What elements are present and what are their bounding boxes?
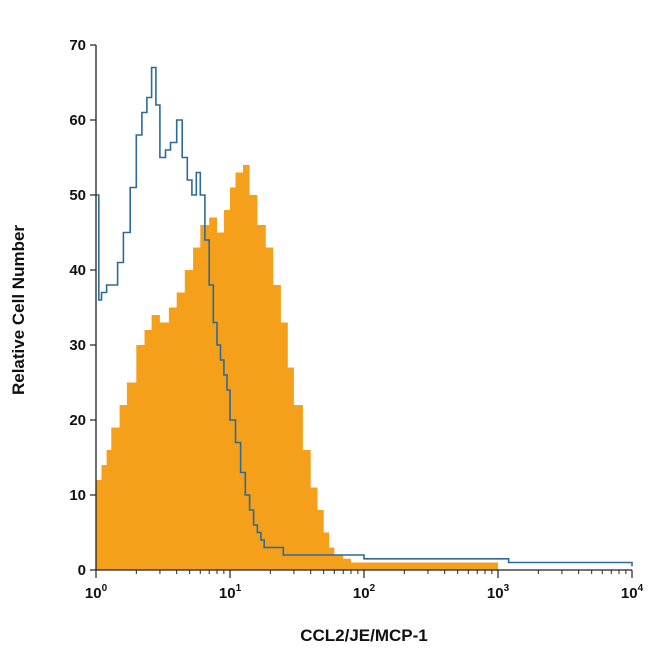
- x-tick-label: 102: [353, 583, 376, 602]
- x-axis-title: CCL2/JE/MCP-1: [300, 626, 428, 645]
- x-tick-label: 103: [487, 583, 510, 602]
- y-tick-label: 70: [69, 37, 86, 54]
- series-layer: [96, 66, 633, 570]
- outline-histogram-series: [96, 66, 633, 567]
- y-tick-label: 60: [69, 112, 86, 129]
- x-ticks: 100 101 102 103 104: [85, 570, 644, 602]
- y-tick-label: 40: [69, 262, 86, 279]
- y-axis-title: Relative Cell Number: [9, 225, 28, 395]
- y-tick-label: 0: [78, 562, 86, 579]
- y-ticks: 0 10 20 30 40 50 60 70: [69, 37, 96, 579]
- filled-histogram-series: [96, 165, 498, 570]
- y-tick-label: 50: [69, 187, 86, 204]
- x-tick-label: 100: [85, 583, 108, 602]
- x-tick-label: 104: [621, 583, 644, 602]
- y-tick-label: 20: [69, 412, 86, 429]
- x-tick-label: 101: [219, 583, 242, 602]
- y-tick-label: 30: [69, 337, 86, 354]
- y-tick-label: 10: [69, 487, 86, 504]
